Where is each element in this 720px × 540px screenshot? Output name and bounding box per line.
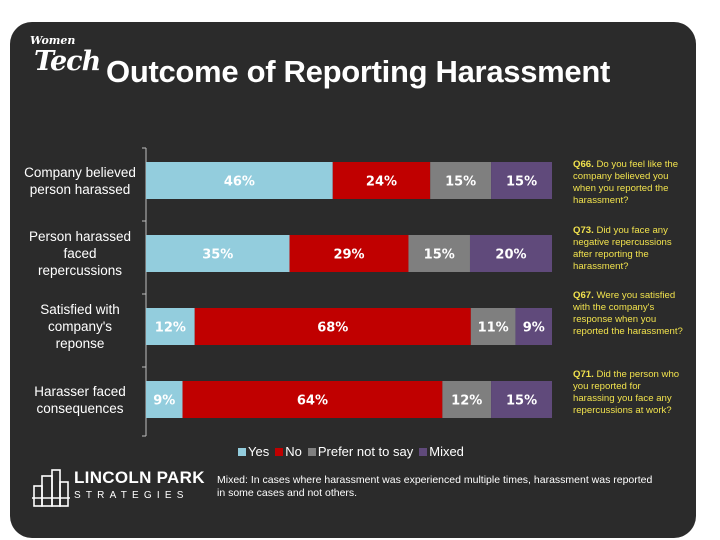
legend-swatch xyxy=(238,447,246,456)
bar-segment-yes xyxy=(146,235,290,272)
bar-segment-mixed xyxy=(515,308,552,345)
slide-background xyxy=(10,22,696,538)
legend-label: No xyxy=(285,444,302,459)
question-note: Q71. Did the person who you reported for… xyxy=(573,369,683,417)
question-note: Q67. Were you satisfied with the company… xyxy=(573,290,683,338)
data-label: 9% xyxy=(153,394,175,409)
data-label: 24% xyxy=(366,175,397,190)
legend-swatch xyxy=(419,447,428,456)
question-number: Q67. xyxy=(573,290,594,301)
legend-swatch xyxy=(307,447,316,456)
bar-segment-mixed xyxy=(491,381,552,418)
logo-line-1: Women xyxy=(30,34,76,47)
category-label: Satisfied with company's reponse xyxy=(40,302,120,351)
legend-item: Mixed xyxy=(419,444,464,459)
question-number: Q66. xyxy=(573,159,594,170)
bar-segment-prefer-not-to-say xyxy=(408,235,470,272)
legend-label: Prefer not to say xyxy=(317,444,414,459)
category-label: Person harassed faced repercussions xyxy=(28,229,132,278)
lincoln-park-logo: LINCOLN PARK STRATEGIES xyxy=(32,466,204,510)
bar-segment-no xyxy=(182,381,443,418)
bar-segment-prefer-not-to-say xyxy=(430,162,492,199)
bar-segment-no xyxy=(332,162,431,199)
logo-line-2: Tech xyxy=(34,46,101,77)
bar-segment-yes xyxy=(146,162,333,199)
bar-segment-no xyxy=(289,235,409,272)
data-label: 20% xyxy=(495,248,526,263)
bar-segment-yes xyxy=(146,381,183,418)
bar-segment-mixed xyxy=(469,235,552,272)
data-label: 46% xyxy=(224,175,255,190)
data-label: 12% xyxy=(155,321,186,336)
data-label: 11% xyxy=(478,321,509,336)
data-label: 9% xyxy=(523,321,545,336)
question-number: Q73. xyxy=(573,225,594,236)
bar-segment-yes xyxy=(146,308,195,345)
brand-subtitle: STRATEGIES xyxy=(74,490,189,501)
data-label: 12% xyxy=(451,394,482,409)
category-label: Company believed person harassed xyxy=(24,164,136,197)
question-text: Did you face any negative repercussions … xyxy=(573,225,672,272)
legend-item: No xyxy=(275,444,302,459)
bar-segment-prefer-not-to-say xyxy=(470,308,516,345)
data-label: 15% xyxy=(445,175,476,190)
data-label: 15% xyxy=(506,394,537,409)
legend-item: Prefer not to say xyxy=(307,444,414,459)
data-label: 15% xyxy=(506,175,537,190)
bar-segment-prefer-not-to-say xyxy=(442,381,492,418)
bar-segment-mixed xyxy=(491,162,552,199)
data-label: 35% xyxy=(202,248,233,263)
legend: Yes No Prefer not to say Mixed xyxy=(238,444,464,459)
mixed-footnote: Mixed: In cases where harassment was exp… xyxy=(217,474,653,499)
data-label: 64% xyxy=(297,394,328,409)
question-note: Q66. Do you feel like the company believ… xyxy=(573,159,683,207)
data-label: 15% xyxy=(424,248,455,263)
question-note: Q73. Did you face any negative repercuss… xyxy=(573,225,683,273)
category-label: Harasser faced consequences xyxy=(34,383,126,416)
data-label: 29% xyxy=(333,248,364,263)
legend-label: Yes xyxy=(248,444,270,459)
legend-label: Mixed xyxy=(429,444,464,459)
question-text: Were you satisfied with the company's re… xyxy=(573,290,683,337)
legend-swatch xyxy=(275,447,284,456)
brand-name: LINCOLN PARK xyxy=(74,468,205,487)
page-title: Outcome of Reporting Harassment xyxy=(106,54,611,89)
data-label: 68% xyxy=(317,321,348,336)
building-icon xyxy=(32,469,70,507)
question-number: Q71. xyxy=(573,369,594,380)
bar-segment-no xyxy=(194,308,471,345)
legend-item: Yes xyxy=(238,444,269,459)
question-text: Do you feel like the company believed yo… xyxy=(573,159,679,206)
women-who-tech-logo: Women Tech xyxy=(30,34,101,78)
question-text: Did the person who you reported for hara… xyxy=(573,369,680,416)
